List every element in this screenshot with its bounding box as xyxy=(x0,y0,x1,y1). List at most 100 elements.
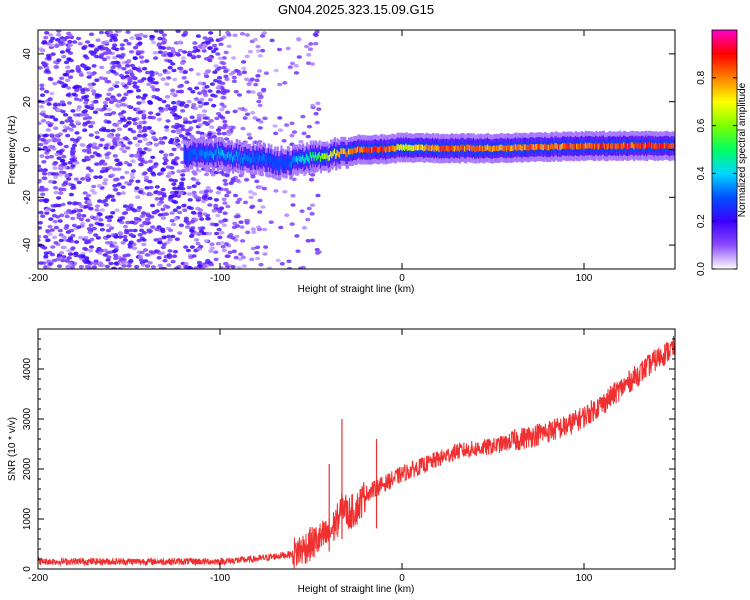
spectrogram-noise-cell xyxy=(191,49,198,54)
spectrogram-noise-cell xyxy=(46,102,52,106)
spectrogram-noise-cell xyxy=(132,81,138,85)
spectrogram-noise-cell xyxy=(62,72,68,77)
spectrogram-noise-cell xyxy=(79,204,85,209)
spectrogram-noise-cell xyxy=(49,133,55,137)
spectrogram-noise-cell xyxy=(261,89,267,93)
spectrogram-noise-cell xyxy=(228,72,234,76)
spectrogram-ridge-cell xyxy=(316,155,319,161)
spectrogram-noise-cell xyxy=(38,221,43,225)
spectrogram-noise-cell xyxy=(41,113,47,117)
spectrogram-noise-cell xyxy=(230,265,236,269)
spectrogram-noise-cell xyxy=(77,98,83,102)
spectrogram-noise-cell xyxy=(66,248,72,253)
spectrogram-ridge-cell xyxy=(495,145,498,151)
spectrogram-ridge-cell xyxy=(300,156,303,163)
spectrogram-noise-cell xyxy=(119,43,125,47)
spectrogram-noise-cell xyxy=(106,79,112,84)
spectrogram-noise-cell xyxy=(132,136,138,141)
spectrogram-noise-cell xyxy=(140,263,146,267)
spectrogram-noise-cell xyxy=(57,219,63,223)
tick-label: 3000 xyxy=(22,407,33,430)
spectrogram-noise-cell xyxy=(73,251,79,256)
spectrogram-noise-cell xyxy=(45,238,51,242)
spectrogram-ridge-cell xyxy=(393,146,396,152)
spectrogram-ridge-cell xyxy=(540,143,543,150)
spectrogram-ridge-cell xyxy=(253,156,256,163)
spectrogram-noise-cell xyxy=(232,109,238,114)
spectrogram-noise-cell xyxy=(47,232,53,236)
spectrogram-noise-cell xyxy=(241,66,247,71)
spectrogram-ridge-cell xyxy=(339,151,342,158)
spectrogram-ridge-cell xyxy=(294,156,297,163)
spectrogram-noise-cell xyxy=(72,85,78,90)
spectrogram-noise-cell xyxy=(129,153,135,158)
spectrogram-ridge-cell xyxy=(500,144,503,151)
spectrogram-noise-cell xyxy=(257,54,263,58)
spectrogram-noise-cell xyxy=(170,62,176,66)
spectrogram-noise-cell xyxy=(40,214,46,218)
spectrogram-ridge-cell xyxy=(205,151,208,158)
spectrogram-noise-cell xyxy=(165,165,171,169)
spectrogram-noise-cell xyxy=(52,204,58,208)
spectrogram-noise-cell xyxy=(190,226,196,230)
spectrogram-ridge-cell xyxy=(605,144,608,150)
spectrogram-ridge-cell xyxy=(325,153,328,160)
spectrogram-noise-cell xyxy=(61,235,67,239)
spectrogram-ridge-cell xyxy=(666,142,669,149)
spectrogram-noise-cell xyxy=(207,98,213,102)
spectrogram-noise-cell xyxy=(114,136,120,140)
spectrogram-noise-cell xyxy=(196,116,202,120)
spectrogram-noise-cell xyxy=(144,264,151,268)
spectrogram-ridge-cell xyxy=(456,145,459,152)
spectrogram-noise-cell xyxy=(43,251,49,255)
spectrogram-noise-cell xyxy=(256,227,263,232)
spectrogram-noise-cell xyxy=(82,54,88,58)
spectrogram-noise-cell xyxy=(58,149,64,153)
spectrogram-noise-cell xyxy=(290,203,296,207)
spectrogram-noise-cell xyxy=(142,93,148,97)
spectrogram-noise-cell xyxy=(195,34,201,38)
spectrogram-ridge-cell xyxy=(615,143,618,150)
spectrogram-ridge-cell xyxy=(249,157,252,164)
spectrogram-noise-cell xyxy=(85,157,91,161)
spectrogram-noise-cell xyxy=(124,230,130,235)
spectrogram-ridge-cell xyxy=(395,145,398,152)
tick-label: 4000 xyxy=(22,357,33,380)
spectrogram-noise-cell xyxy=(199,97,205,102)
spectrogram-noise-cell xyxy=(249,257,255,262)
spectrogram-noise-cell xyxy=(180,177,186,181)
spectrogram-noise-cell xyxy=(199,134,205,138)
spectrogram-noise-cell xyxy=(47,224,53,229)
spectrogram-noise-cell xyxy=(313,33,319,37)
spectrogram-noise-cell xyxy=(143,160,149,164)
spectrogram-noise-cell xyxy=(38,137,42,141)
spectrogram-noise-cell xyxy=(86,147,92,152)
spectrogram-noise-cell xyxy=(136,50,142,55)
spectrogram-noise-cell xyxy=(71,143,77,148)
spectrogram-ridge-cell xyxy=(657,143,660,150)
spectrogram-noise-cell xyxy=(277,82,283,87)
spectrogram-noise-cell xyxy=(296,55,302,59)
spectrogram-noise-cell xyxy=(48,77,54,82)
spectrogram-noise-cell xyxy=(104,155,110,160)
spectrogram-ridge-cell xyxy=(258,154,261,161)
spectrogram-noise-cell xyxy=(218,42,224,47)
spectrogram-noise-cell xyxy=(64,224,70,228)
spectrogram-ridge-cell xyxy=(369,147,372,154)
spectrogram-noise-cell xyxy=(137,233,143,237)
spectrogram-ridge-cell xyxy=(267,155,270,161)
spectrogram-noise-cell xyxy=(184,80,190,84)
spectrogram-noise-cell xyxy=(222,266,228,269)
spectrogram-ridge-cell xyxy=(368,146,371,153)
spectrogram-ridge-cell xyxy=(283,161,286,167)
spectrogram-ridge-cell xyxy=(517,144,520,150)
tick-label: 0 xyxy=(399,573,405,584)
spectrogram-noise-cell xyxy=(53,172,60,176)
spectrogram-noise-cell xyxy=(233,89,239,94)
spectrogram-ridge-cell xyxy=(303,158,306,165)
spectrogram-noise-cell xyxy=(64,173,70,178)
spectrogram-ridge-cell xyxy=(396,144,399,151)
spectrogram-ridge-cell xyxy=(379,145,382,152)
spectrogram-noise-cell xyxy=(223,69,229,74)
spectrogram-noise-cell xyxy=(198,190,204,194)
